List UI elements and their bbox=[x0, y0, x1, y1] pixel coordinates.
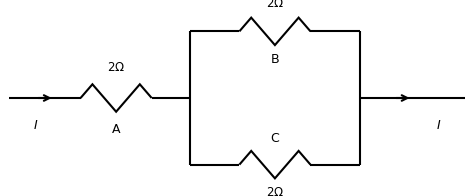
Text: $2\Omega$: $2\Omega$ bbox=[266, 0, 284, 10]
Text: $2\Omega$: $2\Omega$ bbox=[266, 186, 284, 196]
Text: $2\Omega$: $2\Omega$ bbox=[107, 62, 125, 74]
Text: A: A bbox=[112, 123, 120, 136]
Text: C: C bbox=[271, 132, 279, 145]
Text: B: B bbox=[271, 53, 279, 66]
Text: $I$: $I$ bbox=[33, 119, 38, 132]
Text: $I$: $I$ bbox=[436, 119, 441, 132]
